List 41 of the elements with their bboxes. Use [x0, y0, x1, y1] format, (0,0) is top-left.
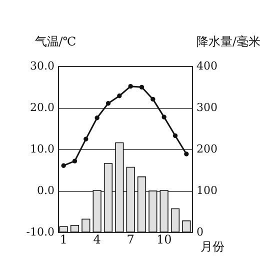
point [172, 133, 178, 138]
bar [148, 190, 158, 232]
y-tick-label: 20.0 [30, 101, 54, 114]
y2-tick-label: 300 [196, 101, 218, 114]
point [94, 116, 100, 120]
y-tick-label: 0.0 [37, 184, 54, 197]
x-tick-label: 1 [60, 232, 68, 246]
point [150, 96, 156, 102]
y2-tick-label: 100 [196, 184, 218, 197]
point [117, 94, 122, 98]
point [106, 101, 111, 106]
bar [82, 218, 90, 232]
bar [104, 163, 113, 232]
point [72, 158, 78, 164]
y-axis-title: 气温/℃ [34, 34, 76, 48]
bar [59, 226, 68, 232]
x-tick-label: 7 [126, 232, 134, 246]
y-tick-label: -10.0 [26, 226, 54, 238]
point [162, 114, 166, 120]
point [139, 84, 144, 90]
bar [70, 224, 80, 232]
y-tick-label: 30.0 [30, 60, 54, 72]
y2-axis-title: 降水量/毫米 [196, 34, 260, 48]
point [84, 136, 88, 142]
bar [126, 166, 135, 232]
bar [182, 220, 191, 232]
y2-tick-label: 400 [196, 60, 218, 72]
bar [92, 190, 102, 232]
y2-tick-label: 200 [196, 142, 218, 156]
x-tick-label: 4 [93, 232, 102, 246]
point [184, 152, 189, 156]
bar [160, 190, 168, 232]
point [61, 163, 66, 168]
bar [115, 142, 124, 232]
point [128, 84, 133, 89]
y-tick-label: 10.0 [30, 142, 54, 156]
bar [137, 176, 146, 232]
bar [170, 208, 180, 232]
x-axis-title: 月份 [200, 240, 224, 254]
y2-tick-label: 0 [196, 226, 204, 238]
x-tick-label: 10 [156, 232, 172, 246]
